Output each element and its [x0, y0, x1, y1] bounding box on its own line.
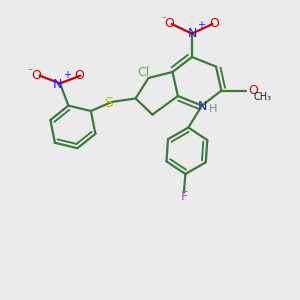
Text: ⁻: ⁻	[162, 15, 167, 25]
Text: H: H	[208, 103, 217, 114]
Text: O: O	[75, 69, 84, 82]
Text: O: O	[32, 69, 41, 82]
Text: +: +	[197, 20, 206, 30]
Text: +: +	[63, 70, 71, 80]
Text: N: N	[187, 27, 197, 40]
Text: CH₃: CH₃	[254, 92, 272, 102]
Text: O: O	[164, 16, 174, 30]
Text: N: N	[198, 100, 207, 113]
Text: ⁻: ⁻	[27, 68, 32, 78]
Text: F: F	[180, 190, 188, 203]
Text: Cl: Cl	[137, 66, 149, 79]
Text: N: N	[53, 77, 63, 91]
Text: S: S	[104, 96, 113, 110]
Text: O: O	[210, 16, 219, 30]
Text: O: O	[248, 83, 258, 97]
